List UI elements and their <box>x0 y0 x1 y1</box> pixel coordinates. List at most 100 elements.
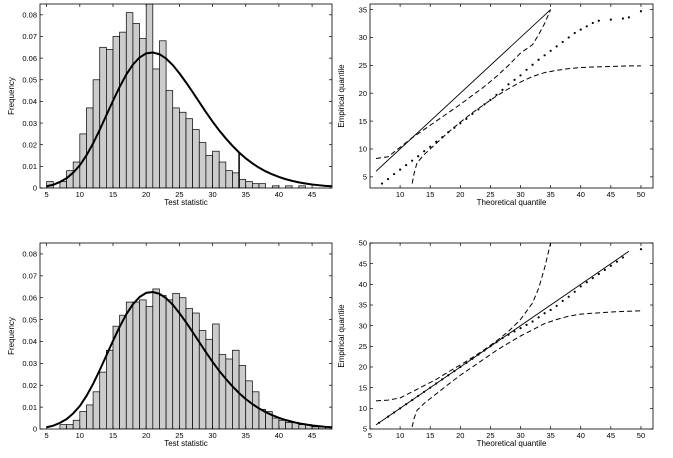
quantile-point <box>501 336 504 340</box>
histogram-bar <box>159 295 167 429</box>
histogram-bar <box>106 349 114 429</box>
quantile-point <box>483 103 486 106</box>
quantile-point <box>579 285 582 288</box>
quantile-point <box>441 136 444 139</box>
quantile-point <box>555 304 558 307</box>
quantile-point <box>465 117 468 120</box>
quantile-point <box>477 353 480 356</box>
quantile-point <box>489 98 492 102</box>
quantile-point <box>519 74 522 77</box>
plot-frame <box>369 3 654 189</box>
quantile-point <box>507 333 510 336</box>
quantile-point <box>555 45 558 48</box>
quantile-point <box>429 386 432 389</box>
histogram-bar <box>232 172 240 188</box>
x-tick-label: 40 <box>577 431 585 440</box>
y-axis-label: Frequency <box>7 317 16 355</box>
quantile-point <box>380 182 384 185</box>
x-tick-label: 10 <box>396 190 404 199</box>
quantile-point <box>519 327 522 330</box>
y-tick-label: 0.04 <box>22 337 37 346</box>
histogram-bar <box>225 170 233 188</box>
quantile-point <box>405 164 408 167</box>
x-tick-label: 10 <box>76 431 84 440</box>
quantile-point <box>477 108 480 111</box>
x-tick-label: 30 <box>208 431 216 440</box>
histogram-bar <box>285 185 293 188</box>
histogram-bar <box>212 323 220 429</box>
y-tick-label: 0 <box>33 184 37 193</box>
y-tick-label: 30 <box>359 33 367 42</box>
x-tick-label: 10 <box>76 190 84 199</box>
quantile-point <box>549 49 552 52</box>
histogram-bar <box>172 292 180 429</box>
x-tick-label: 15 <box>426 190 434 199</box>
reference-line <box>375 9 551 172</box>
quantile-point <box>513 330 516 333</box>
y-tick-label: 0.08 <box>22 250 37 259</box>
histogram-bar <box>112 325 120 429</box>
x-tick-label: 20 <box>456 431 464 440</box>
histogram-bar <box>252 391 260 429</box>
chart-panel-hist-top: 5 10 15 20 25 30 35 40 45 0 0.01 0.02 0.03 0.04 0.05 0.… <box>7 3 333 207</box>
histogram-bar <box>198 142 207 188</box>
histogram-bar <box>298 424 306 429</box>
quantile-point <box>567 36 570 39</box>
quantile-point <box>537 316 540 319</box>
y-tick-label: 0.06 <box>22 54 37 63</box>
chart-panel-qq-top: 10 15 20 25 30 35 40 45 505101520253035Theoretic… <box>337 3 654 207</box>
quantile-point <box>531 63 534 66</box>
histogram-bar <box>238 178 247 188</box>
histogram-bar <box>139 299 147 429</box>
y-tick-label: 20 <box>359 363 367 372</box>
x-tick-label: 30 <box>516 431 524 440</box>
x-tick-label: 30 <box>208 190 216 199</box>
quantile-point <box>399 407 402 410</box>
quantile-point <box>525 68 528 71</box>
x-tick-label: 45 <box>308 190 316 199</box>
y-tick-label: 20 <box>359 89 367 98</box>
x-tick-label: 35 <box>546 190 554 199</box>
histogram-bar <box>278 419 286 429</box>
plot-frame <box>39 3 333 189</box>
x-tick-label: 5 <box>45 431 49 440</box>
histogram-bar <box>172 107 180 188</box>
y-tick-label: 30 <box>359 321 367 330</box>
quantile-point <box>609 264 612 267</box>
x-tick-label: 15 <box>426 431 434 440</box>
y-axis-label: Frequency <box>7 77 16 115</box>
x-tick-label: 45 <box>607 431 615 440</box>
plot-area <box>375 9 643 185</box>
histogram-bar <box>252 183 260 188</box>
x-tick-label: 25 <box>175 190 183 199</box>
y-tick-label: 0.07 <box>22 32 37 41</box>
quantile-point <box>603 268 606 271</box>
histogram-bar <box>271 417 280 429</box>
y-axis-label: Empirical quantile <box>337 64 346 128</box>
histogram-bar <box>285 422 293 429</box>
quantile-point <box>441 378 444 381</box>
quantile-point <box>386 415 390 418</box>
x-tick-label: 20 <box>142 190 150 199</box>
histogram-bar <box>86 404 94 429</box>
quantile-point <box>423 150 426 153</box>
y-tick-label: 0.05 <box>22 75 37 84</box>
quantile-point <box>621 256 624 259</box>
histogram-bar <box>192 312 200 429</box>
quantile-point <box>453 126 456 129</box>
y-tick-label: 5 <box>363 173 367 182</box>
plot-area <box>375 243 643 428</box>
histogram-bar <box>225 358 233 429</box>
x-tick-label: 5 <box>45 190 49 199</box>
quantile-point <box>489 345 492 348</box>
histogram-bar <box>179 111 187 188</box>
quantile-point <box>459 365 462 369</box>
y-tick-label: 0.03 <box>22 359 37 368</box>
x-axis-label: Theoretical quantile <box>477 439 547 448</box>
y-tick-label: 0 <box>33 425 37 434</box>
quantile-point <box>609 18 612 21</box>
histogram-bar <box>159 40 167 188</box>
y-tick-label: 15 <box>359 117 367 126</box>
quantile-point <box>525 323 528 326</box>
